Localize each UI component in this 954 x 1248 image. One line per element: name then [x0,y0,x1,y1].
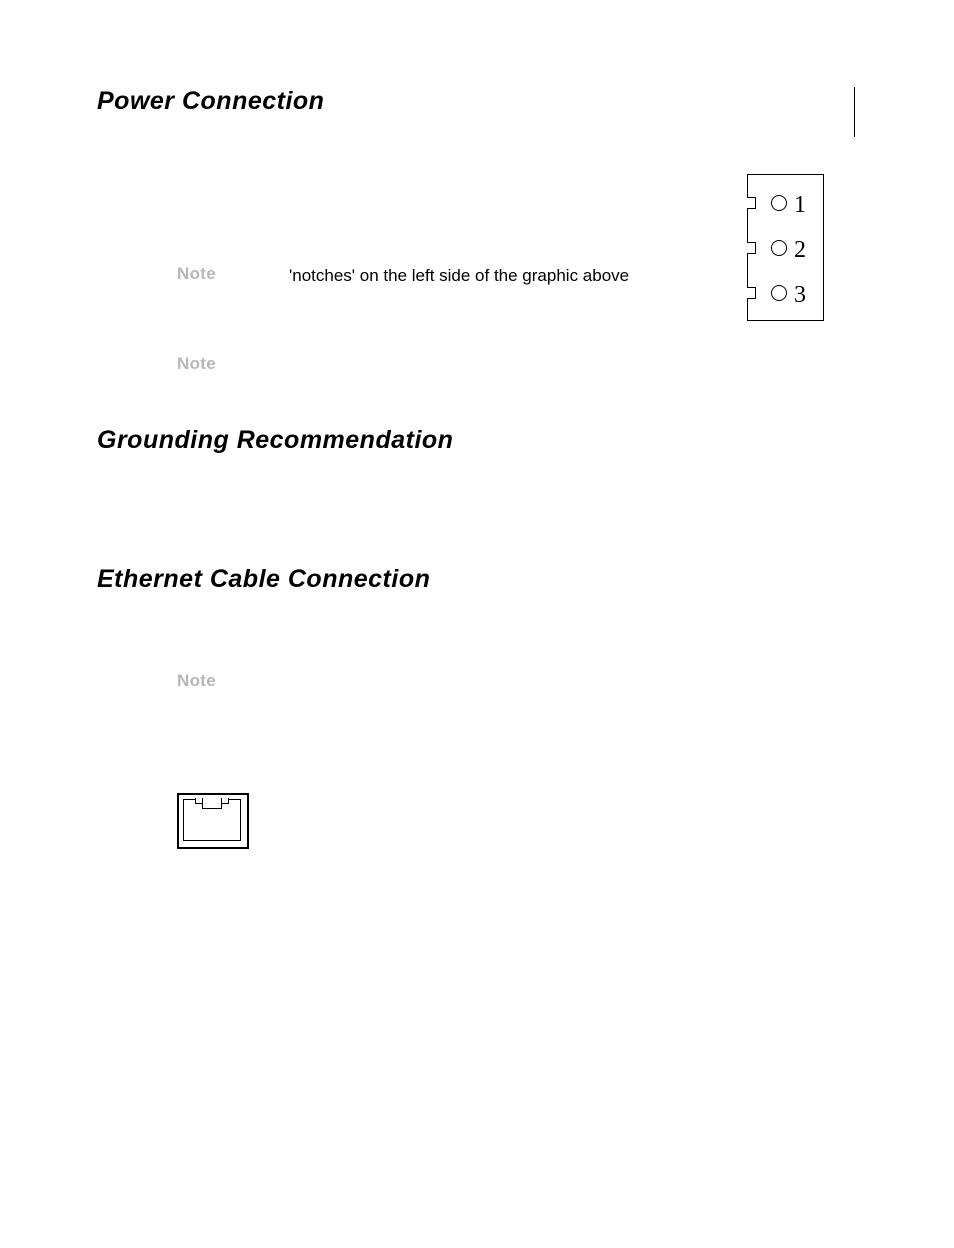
heading-grounding-recommendation: Grounding Recommendation [97,426,453,455]
header-rule [854,87,855,137]
pin-number-1: 1 [794,193,806,217]
pin-notch-3 [747,287,756,299]
pin-circle-2 [771,240,787,256]
pin-notch-1 [747,197,756,209]
pin-number-3: 3 [794,283,806,307]
document-page: Power Connection Note 'notches' on the l… [0,0,954,1248]
pin-circle-1 [771,195,787,211]
pin-notch-2 [747,242,756,254]
rj45-port-tab [202,798,222,809]
pin-number-2: 2 [794,238,806,262]
heading-power-connection: Power Connection [97,87,324,116]
note-label-3: Note [177,671,216,691]
note-label-1: Note [177,264,216,284]
heading-ethernet-cable-connection: Ethernet Cable Connection [97,565,430,594]
pin-circle-3 [771,285,787,301]
note-1-text: 'notches' on the left side of the graphi… [289,266,629,286]
pin-connector-diagram: 1 2 3 [747,174,824,321]
note-label-2: Note [177,354,216,374]
